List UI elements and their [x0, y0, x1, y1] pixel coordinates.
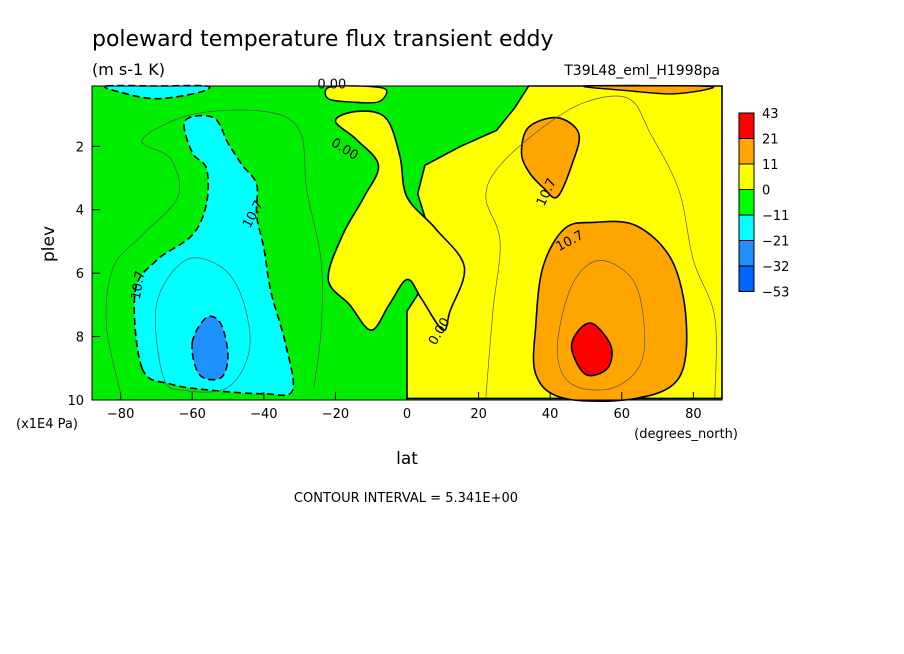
region-blue [191, 315, 229, 381]
x-tick-label: 20 [470, 407, 487, 422]
colorbar-label: −11 [762, 209, 789, 224]
contour-label-top: 0.00 [317, 78, 346, 93]
region-red [570, 322, 613, 377]
y-tick-label: 2 [76, 140, 84, 155]
contour-interval: CONTOUR INTERVAL = 5.341E+00 [294, 491, 518, 506]
contour-thin-east [485, 95, 717, 399]
x-tick-label: 40 [542, 407, 559, 422]
colorbar-label: 43 [762, 107, 779, 122]
region-cyan-main [133, 114, 295, 397]
colorbar-swatch [738, 240, 755, 267]
region-orange-upper [520, 116, 581, 199]
colorbar: 43 21 11 0 −11 −21 −32 −53 [738, 107, 789, 301]
contour-thin-west [105, 109, 323, 394]
y-tick-label: 8 [76, 331, 84, 346]
contour-label-west-lower: 10.7 [129, 270, 149, 301]
chart-title: poleward temperature flux transient eddy [92, 27, 554, 52]
colorbar-label: −21 [762, 235, 789, 250]
colorbar-swatch [738, 214, 755, 241]
contour-plot [91, 84, 723, 402]
x-tick-label: −80 [107, 407, 134, 422]
x-tick-label: 80 [685, 407, 702, 422]
region-orange-lower [532, 220, 688, 402]
x-axis: −80 −60 −40 −20 0 20 40 60 80 [107, 392, 702, 422]
y-tick-label: 4 [76, 204, 84, 219]
colorbar-label: −32 [762, 260, 789, 275]
y-tick-label: 10 [67, 394, 84, 409]
dataset-label: T39L48_eml_H1998pa [563, 63, 720, 79]
x-axis-title: lat [396, 449, 418, 469]
contour-thin-orange [556, 260, 645, 391]
colorbar-swatch [738, 189, 755, 216]
y-axis-units: (x1E4 Pa) [16, 417, 78, 432]
x-tick-label: −20 [322, 407, 349, 422]
colorbar-label: 0 [762, 184, 770, 199]
y-axis-title: plev [39, 226, 59, 262]
colorbar-swatch [738, 112, 755, 139]
colorbar-label: 21 [762, 133, 779, 148]
x-tick-label: −60 [179, 407, 206, 422]
x-tick-label: 0 [403, 407, 411, 422]
colorbar-label: 11 [762, 158, 779, 173]
contour-thin-cyan [154, 257, 251, 393]
x-tick-label: 60 [613, 407, 630, 422]
colorbar-swatch [738, 138, 755, 165]
x-axis-units: (degrees_north) [634, 427, 738, 442]
x-tick-label: −40 [250, 407, 277, 422]
units-label: (m s-1 K) [92, 60, 165, 79]
y-tick-label: 6 [76, 267, 84, 282]
region-yellow-west [327, 110, 466, 332]
y-axis: 2 4 6 8 10 [67, 140, 100, 409]
colorbar-swatch [738, 163, 755, 190]
colorbar-label: −53 [762, 286, 789, 301]
colorbar-swatch [738, 265, 755, 292]
